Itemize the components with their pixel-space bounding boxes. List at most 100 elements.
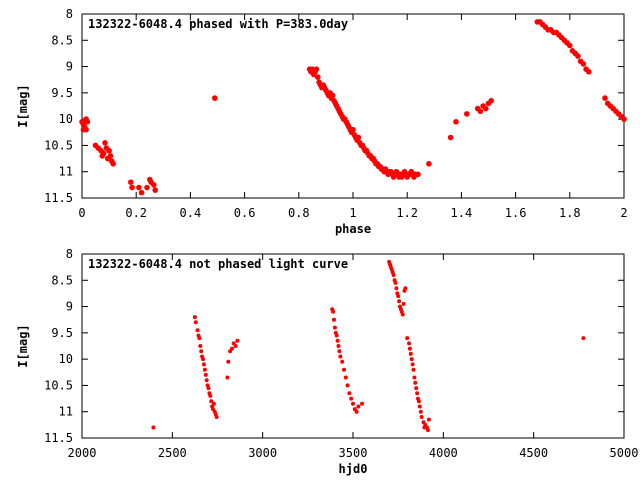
data-point [426,417,431,422]
data-point [332,317,336,322]
data-point [151,425,156,430]
data-point [418,409,423,414]
data-point [201,357,205,362]
data-point [410,362,415,367]
data-point [405,336,410,341]
y-tick-label: 10.5 [44,138,73,152]
data-point [409,357,414,362]
data-point [412,375,417,380]
data-point [397,299,402,304]
x-axis-label: hjd0 [339,462,368,476]
data-point [447,134,454,141]
data-point [198,344,203,348]
x-tick-label: 0.4 [180,206,202,220]
data-point [426,161,432,167]
data-point [331,309,336,314]
x-tick-label: 3000 [248,446,277,460]
x-tick-label: 2 [620,206,627,220]
x-tick-label: 4500 [519,446,548,460]
y-tick-label: 10.5 [44,378,73,392]
y-tick-label: 10 [59,352,73,366]
data-point [393,280,398,285]
data-point [102,140,108,146]
x-tick-label: 1.2 [396,206,418,220]
data-point [225,375,230,380]
data-point [195,328,200,333]
x-axis-label: phase [335,222,371,236]
x-tick-label: 1 [349,206,356,220]
x-tick-label: 2000 [68,446,97,460]
data-point [415,171,421,178]
tick-marks [81,253,625,439]
chart-title: 132322-6048.4 not phased light curve [88,257,348,271]
data-point [415,391,420,396]
data-point [621,116,627,122]
data-point [407,346,412,351]
data-point [151,182,157,188]
data-point [350,126,356,133]
data-point [203,372,208,377]
data-point [414,386,419,391]
tick-marks [81,13,625,199]
x-tick-label: 0.8 [288,206,310,220]
data-point [192,315,197,320]
y-axis-label: I[mag] [16,324,30,367]
data-point [209,399,214,404]
data-point [214,415,219,419]
data-point [211,401,216,406]
data-point [356,404,361,409]
data-point [336,344,341,348]
data-point [315,74,321,80]
data-point [483,105,489,112]
x-tick-label: 0.2 [125,206,147,220]
data-point [453,119,459,125]
data-point [212,95,218,101]
data-point [354,409,359,414]
y-tick-label: 8 [66,7,73,21]
x-tick-label: 5000 [610,446,639,460]
data-point [407,341,411,346]
data-point [136,184,142,191]
y-axis-label: I[mag] [16,84,30,127]
x-tick-label: 1.4 [451,206,473,220]
data-point [419,415,424,419]
y-tick-label: 8 [66,247,73,261]
data-point [199,349,204,354]
data-point [355,134,362,141]
data-point [417,404,422,409]
data-point [233,344,238,348]
data-point [84,119,91,125]
data-point [329,92,336,99]
data-point [580,61,587,67]
unphased-light-curve-panel: 2000 2500 3000 3500 4000 4500 5000 8 8.5 9 9.5 10 10… [16,247,638,476]
data-point [586,69,592,75]
data-point [313,66,320,72]
data-point [575,53,581,59]
y-tick-label: 11.5 [44,431,73,445]
x-tick-label: 2500 [158,446,187,460]
data-point [340,359,345,364]
plot-frame [81,253,625,439]
data-point [408,351,413,356]
tick-labels: 2000 2500 3000 3500 4000 4500 5000 8 8.5 9 9.5 10 10… [44,247,638,460]
data-point [334,333,339,338]
data-point [206,386,211,391]
data-point [193,320,198,325]
data-point [197,336,202,341]
data-point [343,375,348,380]
data-point [400,312,405,317]
data-point [349,396,354,401]
data-point [128,179,134,185]
data-point [337,349,342,354]
data-point [411,367,416,372]
x-tick-label: 0.6 [234,206,256,220]
data-point [581,336,586,341]
y-tick-label: 8.5 [51,33,73,47]
chart-title: 132322-6048.4 phased with P=383.0day [88,17,348,31]
data-point [201,362,206,367]
data-point [226,359,231,364]
data-point [138,189,145,196]
data-point [99,153,106,159]
x-tick-label: 1.6 [505,206,527,220]
y-tick-label: 9 [66,300,73,314]
